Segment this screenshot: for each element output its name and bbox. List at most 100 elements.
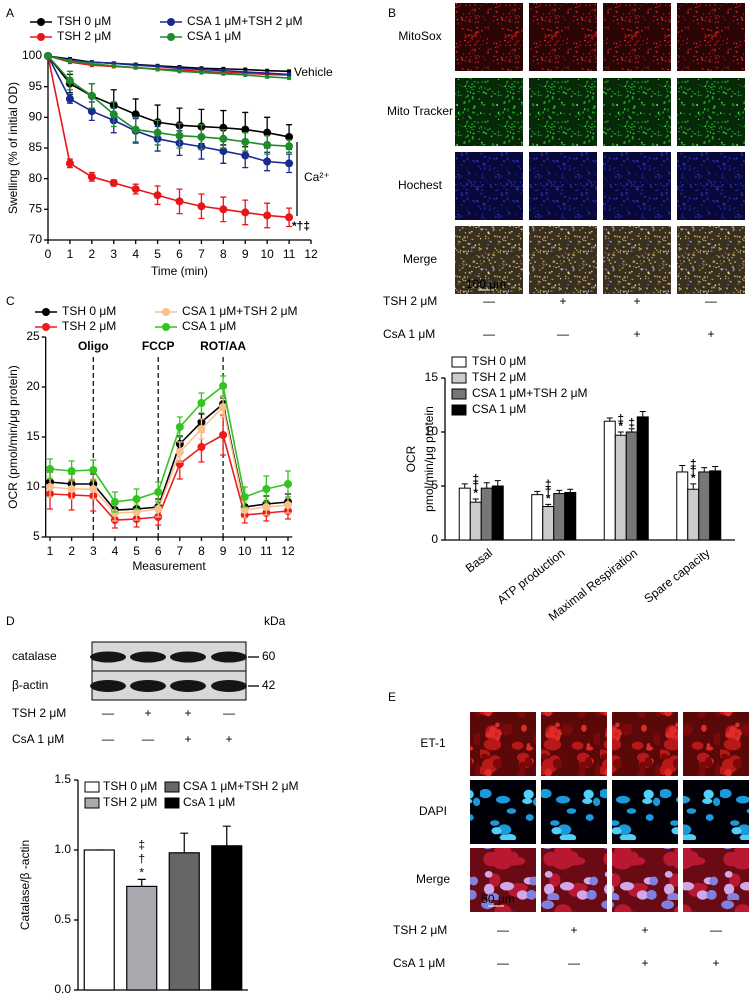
error-bar (180, 832, 189, 853)
y-axis-label: OCR (pmol/min/μg protein) (6, 365, 20, 509)
bar (709, 470, 722, 541)
x-tick-label: 10 (260, 247, 274, 261)
micrograph (603, 152, 671, 220)
annotation: Ca²⁺ (304, 170, 330, 184)
x-axis-label: Measurement (132, 559, 206, 573)
legend-swatch (451, 356, 467, 368)
treatment-mark: + (570, 923, 577, 937)
series-line-marker (285, 159, 294, 168)
series-line-marker (65, 94, 74, 103)
band (211, 651, 247, 663)
vehicle-line-marker (287, 76, 292, 81)
series-line-marker (197, 443, 206, 451)
micrograph (603, 226, 671, 294)
vehicle-line (47, 55, 290, 76)
series-line-marker (175, 423, 184, 431)
y-tick-label: 100 (22, 48, 42, 62)
significance-mark: ‡ (545, 478, 552, 492)
legend-label: TSH 0 μM (57, 14, 111, 28)
treatment-mark: — (102, 706, 114, 720)
vehicle-line-marker (221, 68, 226, 73)
vehicle-line-marker (243, 69, 248, 74)
treatment-mark: + (712, 956, 719, 970)
series-line-marker (285, 142, 294, 151)
treatment-label: CsA 1 μM (393, 956, 445, 970)
series-line-marker (241, 137, 250, 146)
legend-swatch (84, 797, 100, 809)
band (130, 680, 166, 692)
error-bar (556, 489, 563, 494)
y-tick-label: 90 (29, 110, 43, 124)
scale-bar-label: 50 μm (481, 892, 515, 906)
legend-swatch (451, 372, 467, 384)
bar (542, 506, 555, 541)
vehicle-line-marker (177, 66, 182, 71)
legend-label: TSH 2 μM (57, 29, 111, 43)
significance-mark: ‡ (617, 412, 624, 426)
series-line-marker (197, 132, 206, 141)
vehicle-line-marker (133, 65, 138, 70)
panel-label: A (6, 6, 14, 20)
x-tick-label: 8 (220, 247, 227, 261)
micrograph (612, 848, 678, 912)
event-label: Oligo (78, 339, 109, 353)
band (170, 680, 206, 692)
series-line-marker (109, 178, 118, 187)
series-line-marker (197, 399, 206, 407)
micrograph (470, 780, 536, 844)
error-bar (679, 464, 686, 472)
series-line-marker (283, 480, 292, 488)
micrograph (455, 152, 523, 220)
band (211, 680, 247, 692)
y-tick-label: 95 (29, 79, 43, 93)
series-line-marker (153, 128, 162, 137)
treatment-label: TSH 2 μM (383, 294, 437, 308)
bar (83, 849, 115, 991)
legend-marker (162, 308, 170, 316)
legend-marker (167, 33, 175, 41)
micrograph (612, 712, 678, 776)
significance-mark: † (690, 464, 697, 478)
vehicle-line-marker (67, 58, 72, 63)
error-bar (628, 428, 635, 432)
vehicle-line-marker (287, 72, 292, 77)
band (90, 651, 126, 663)
vehicle-line-marker (221, 71, 226, 76)
panel-label: B (388, 6, 396, 20)
bar (553, 493, 566, 541)
series-line-marker (87, 107, 96, 116)
series-line-marker (110, 498, 119, 506)
micrograph (677, 3, 745, 71)
row-label: Mito Tracker (387, 104, 453, 118)
treatment-mark: + (633, 327, 640, 341)
series-line-marker (219, 147, 228, 156)
bar (531, 494, 544, 541)
treatment-mark: + (707, 327, 714, 341)
legend-marker (42, 323, 50, 331)
series-line-marker (44, 52, 52, 60)
vehicle-line-marker (133, 63, 138, 68)
treatment-mark: — (223, 706, 235, 720)
significance-mark: * (139, 866, 144, 880)
treatment-label: TSH 2 μM (12, 706, 66, 720)
micrograph (529, 3, 597, 71)
bar (614, 434, 627, 541)
series-line-marker (87, 91, 96, 100)
bar (458, 487, 471, 541)
legend-marker (162, 323, 170, 331)
x-tick-label: 11 (283, 247, 296, 261)
bar (168, 852, 200, 991)
vehicle-line-marker (89, 61, 94, 66)
legend-marker (37, 33, 45, 41)
treatment-mark: — (557, 327, 569, 341)
series-line-marker (46, 465, 55, 473)
legend-swatch (451, 388, 467, 400)
x-tick-label: 4 (132, 247, 139, 261)
micrograph (455, 226, 523, 294)
treatment-mark: + (641, 956, 648, 970)
series-line-marker (263, 128, 272, 137)
treatment-mark: — (483, 294, 495, 308)
treatment-mark: — (705, 294, 717, 308)
